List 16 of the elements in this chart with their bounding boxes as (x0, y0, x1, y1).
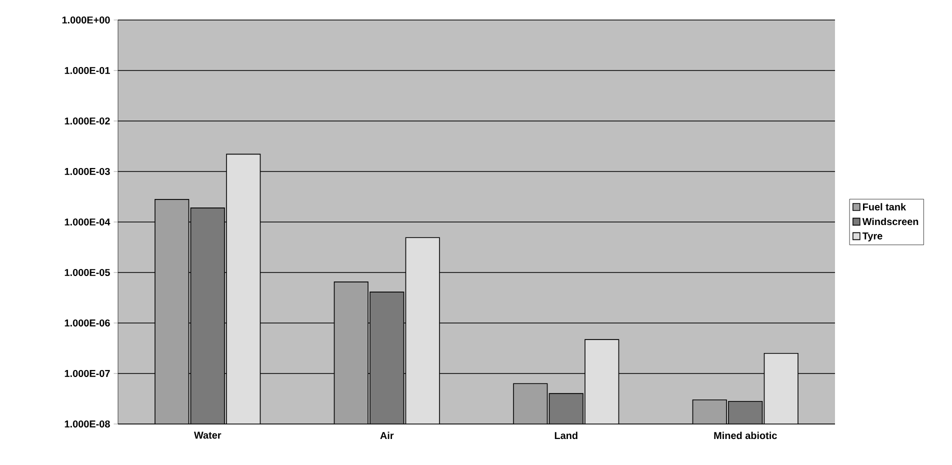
legend-label: Tyre (862, 232, 882, 242)
y-tick-label: 1.000E-04 (64, 218, 110, 226)
y-tick-label: 1.000E-01 (64, 66, 110, 74)
y-tick-label: 1.000E-05 (64, 268, 110, 276)
y-tick-label: 1.000E+00 (62, 16, 110, 24)
legend-label: Windscreen (862, 218, 918, 226)
y-tick-label: 1.000E-06 (64, 319, 110, 327)
x-tick-label: Air (380, 432, 394, 439)
y-tick-label: 1.000E-08 (64, 420, 110, 428)
x-tick-label: Land (554, 432, 578, 440)
y-tick-label: 1.000E-07 (64, 370, 110, 378)
x-tick-label: Mined abiotic (714, 432, 777, 440)
y-tick-label: 1.000E-02 (64, 117, 110, 125)
legend-label: Fuel tank (863, 203, 906, 210)
y-tick-label: 1.000E-03 (64, 168, 110, 176)
x-tick-label: Water (194, 432, 222, 439)
